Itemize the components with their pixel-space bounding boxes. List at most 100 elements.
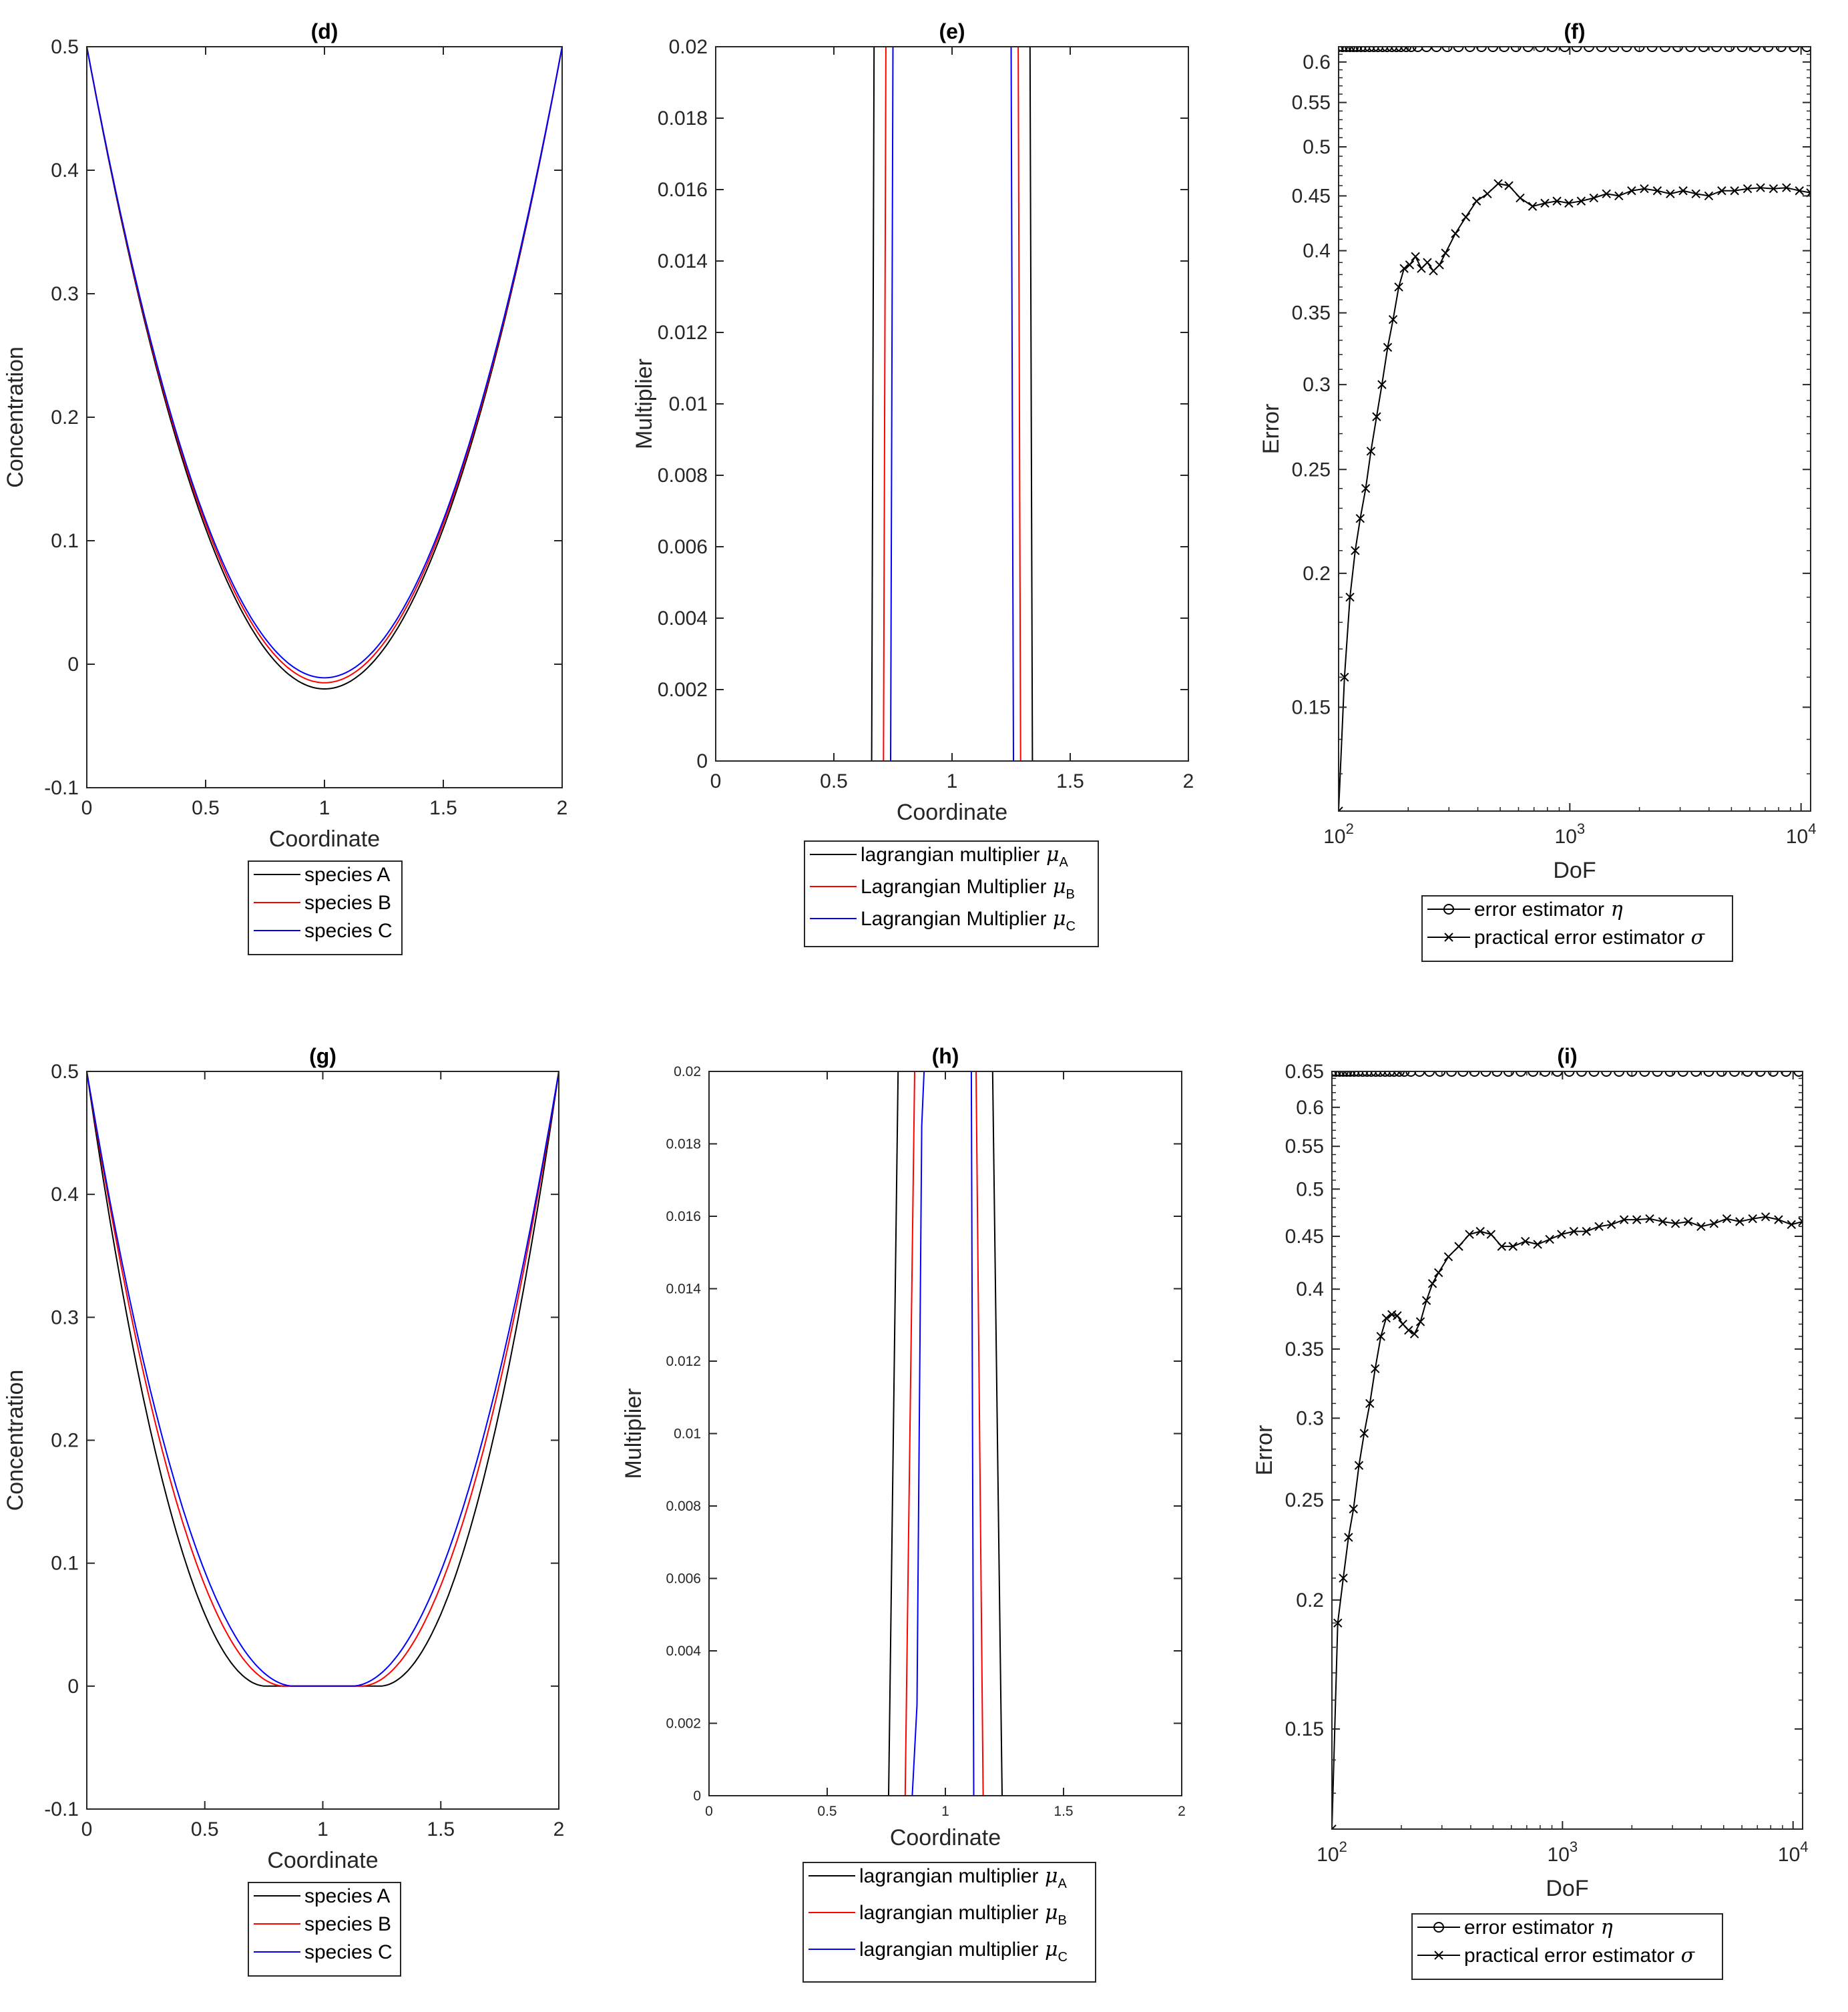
series-group: [87, 1071, 559, 1687]
ytick-label: 0.008: [666, 1499, 701, 1514]
ytick-label: 0.004: [658, 607, 708, 630]
xtick-label: 1: [947, 770, 958, 792]
marker-sigma-44: [1743, 184, 1753, 194]
ytick-label: 0.45: [1292, 185, 1331, 207]
ytick-label: 0.016: [666, 1209, 701, 1224]
ytick-label: 0.002: [666, 1716, 701, 1732]
marker-sigma-46: [1761, 1212, 1771, 1222]
ytick-label: 0.008: [658, 465, 708, 487]
marker-sigma-41: [1696, 1222, 1706, 1231]
ytick-label: 0.012: [666, 1354, 701, 1369]
marker-sigma-12: [1393, 1311, 1402, 1320]
marker-sigma-43: [1722, 1214, 1732, 1224]
marker-sigma-37: [1645, 1214, 1654, 1224]
plot-area: [1339, 47, 1811, 811]
y-axis-label: Multiplier: [621, 1388, 646, 1479]
marker-sigma-9: [1383, 342, 1393, 352]
xtick-label: 104: [1786, 820, 1817, 848]
marker-sigma-32: [1589, 193, 1598, 203]
ytick-label: 0.014: [666, 1282, 701, 1297]
panel-title: (i): [1557, 1044, 1577, 1068]
marker-sigma-39: [1670, 1219, 1680, 1228]
legend-box: [1421, 895, 1733, 962]
ytick-label: 0.3: [51, 283, 79, 305]
marker-sigma-25: [1504, 181, 1514, 190]
marker-sigma-27: [1528, 202, 1538, 211]
marker-sigma-16: [1423, 258, 1432, 267]
marker-sigma-33: [1594, 1222, 1604, 1231]
y-axis-label: Error: [1252, 1425, 1277, 1476]
marker-sigma-21: [1461, 212, 1471, 222]
legend-label-1: lagrangian multiplier μB: [859, 1901, 1067, 1928]
series-line-3: [87, 1071, 559, 1687]
ytick-label: 0: [67, 1676, 79, 1698]
marker-sigma-41: [1704, 191, 1714, 201]
ytick-label: 0.2: [51, 1430, 79, 1452]
xtick-label: 0.5: [192, 797, 220, 819]
legend-label-1: practical error estimator σ: [1464, 1944, 1696, 1967]
ytick-label: 0.4: [51, 160, 79, 182]
ytick-label: 0.2: [51, 407, 79, 429]
xtick-label: 1: [317, 1818, 328, 1840]
xtick-label: 0: [705, 1804, 713, 1819]
plot-area: [716, 47, 1188, 761]
marker-sigma-23: [1483, 189, 1492, 199]
marker-sigma-37: [1652, 186, 1662, 196]
ytick-label: 0: [696, 750, 708, 772]
marker-sigma-42: [1709, 1219, 1718, 1228]
marker-sigma-10: [1381, 1313, 1391, 1323]
legend-box: [802, 1862, 1096, 1983]
ytick-label: 0.1: [51, 1553, 79, 1575]
marker-sigma-43: [1730, 186, 1739, 196]
marker-sigma-3: [1351, 546, 1360, 555]
legend: species A species B species C: [248, 860, 403, 955]
marker-sigma-13: [1405, 260, 1415, 270]
xtick-label: 2: [557, 797, 568, 819]
series-group: [87, 46, 562, 690]
series-line-3: [709, 1071, 1182, 1796]
marker-sigma-12: [1399, 264, 1409, 273]
legend: lagrangian multiplier μA Lagrangian Multi…: [804, 840, 1099, 947]
ytick-label: 0.02: [669, 36, 708, 58]
plot-area: [709, 1071, 1182, 1796]
marker-sigma-39: [1678, 186, 1688, 196]
xtick-label: 1: [941, 1804, 949, 1819]
ytick-label: -0.1: [44, 1798, 79, 1820]
marker-sigma-2: [1339, 1573, 1348, 1583]
marker-sigma-36: [1640, 184, 1649, 194]
legend-label-1: practical error estimator σ: [1474, 926, 1706, 949]
legend-label-1: species B: [304, 1913, 391, 1935]
legend-label-2: Lagrangian Multiplier μC: [861, 907, 1076, 934]
marker-sigma-38: [1658, 1217, 1668, 1226]
marker-sigma-1: [1333, 1618, 1343, 1627]
xtick-label: 1.5: [1054, 1804, 1073, 1819]
ytick-label: 0.15: [1292, 696, 1331, 718]
marker-sigma-48: [1787, 1220, 1796, 1230]
ytick-label: 0.016: [658, 179, 708, 201]
marker-sigma-31: [1576, 196, 1586, 206]
legend: error estimator η practical error estimat…: [1421, 895, 1733, 962]
legend-box: [1411, 1913, 1723, 1980]
xtick-label: 1: [319, 797, 330, 819]
series-line-1: [87, 46, 562, 690]
ytick-label: 0.15: [1285, 1718, 1324, 1740]
ytick-label: 0.014: [658, 250, 708, 272]
ytick-label: 0: [693, 1788, 701, 1804]
marker-sigma-0: [1339, 806, 1343, 812]
marker-sigma-40: [1683, 1217, 1693, 1226]
legend-label-0: species A: [304, 1885, 390, 1907]
ytick-label: 0.65: [1285, 1061, 1324, 1083]
panel-title: (e): [939, 19, 965, 43]
marker-sigma-6: [1359, 1429, 1369, 1438]
xtick-label: 103: [1555, 820, 1586, 848]
panel-e: 0 0.002 0.004 0.006 0.008 0.01 0.012 0.014 0.016…: [632, 19, 1194, 947]
marker-sigma-49: [1798, 1217, 1803, 1226]
marker-sigma-0: [1332, 1824, 1337, 1830]
xtick-label: 1.5: [1056, 770, 1084, 792]
marker-sigma-21: [1454, 1242, 1463, 1251]
legend-label-0: lagrangian multiplier μA: [861, 843, 1069, 870]
panel-title: (g): [309, 1044, 336, 1068]
marker-sigma-1: [1340, 672, 1349, 682]
ytick-label: 0.2: [1296, 1589, 1324, 1611]
legend-label-0: error estimator η: [1474, 898, 1623, 921]
